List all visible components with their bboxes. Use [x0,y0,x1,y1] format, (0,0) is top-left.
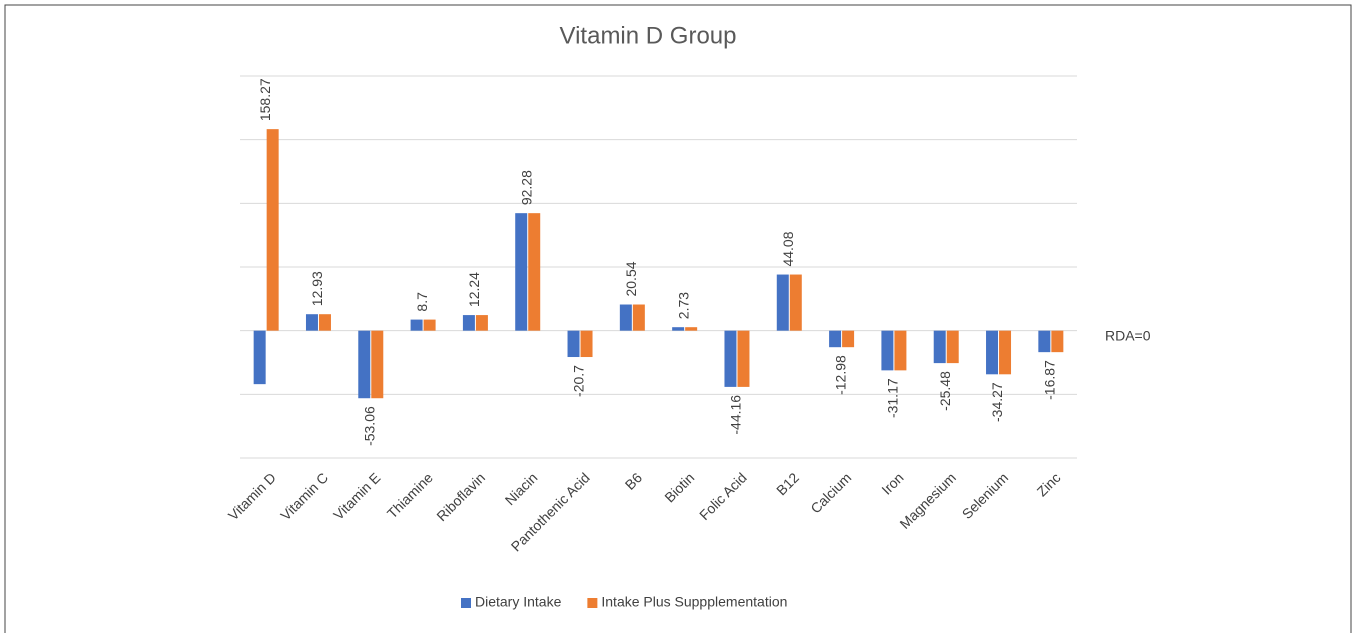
bar [619,304,632,331]
value-label: -25.48 [937,371,953,411]
bar [986,330,999,375]
value-label: 44.08 [780,231,796,266]
bar [1051,330,1064,353]
bar [999,330,1012,375]
bar [776,274,789,331]
annotation: RDA=0 [1105,328,1151,344]
value-label: 20.54 [623,261,639,296]
value-label: -12.98 [832,355,848,395]
bar [305,314,318,331]
bar [842,330,855,348]
value-label: -31.17 [885,378,901,418]
bar [580,330,593,358]
bar [946,330,959,364]
bar [737,330,750,387]
value-label: -53.06 [361,406,377,446]
value-label: 158.27 [257,78,273,121]
chart-title: Vitamin D Group [560,22,737,49]
value-label: 2.73 [675,292,691,319]
legend-swatch [587,598,598,608]
bar [881,330,894,371]
bar [528,213,541,331]
value-label: 12.93 [309,271,325,306]
bar [933,330,946,364]
bar [724,330,737,387]
bar [685,327,698,331]
value-label: 92.28 [518,170,534,205]
bar [462,315,475,331]
bar [515,213,528,331]
bar [894,330,907,371]
legend-swatch [461,598,471,608]
bar [266,129,279,331]
bar [789,274,802,331]
bar [318,314,331,331]
value-label: -16.87 [1042,360,1058,400]
value-label: -20.7 [571,365,587,397]
bar [829,330,842,348]
value-label: 12.24 [466,272,482,307]
bar [410,319,423,331]
legend-label: Intake Plus Suppplementation [601,594,787,610]
bar [358,330,371,399]
bar [672,327,685,331]
chart-frame [4,4,1352,633]
value-label: -44.16 [728,395,744,435]
bar [1038,330,1051,353]
legend-label: Dietary Intake [475,594,562,610]
bar [423,319,436,331]
bar [567,330,580,358]
bar [475,315,488,331]
bar [632,304,645,331]
bar [371,330,384,399]
value-label: 8.7 [414,292,430,312]
bar [253,330,266,385]
value-label: -34.27 [989,382,1005,422]
